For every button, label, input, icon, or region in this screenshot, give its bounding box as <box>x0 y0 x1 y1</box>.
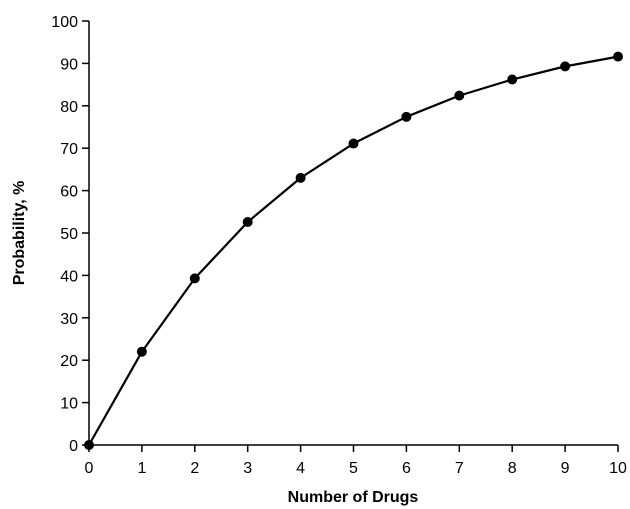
data-point <box>560 61 571 72</box>
x-tick-label: 2 <box>190 460 199 477</box>
y-tick-label: 100 <box>51 14 78 31</box>
data-point <box>507 74 518 85</box>
y-tick-label: 80 <box>60 99 78 116</box>
data-point <box>295 172 306 183</box>
data-point <box>136 346 147 357</box>
y-axis-ticks: 0 10 20 30 40 50 60 70 80 90 100 <box>51 14 89 455</box>
data-point <box>454 90 465 101</box>
data-point <box>189 273 200 284</box>
x-tick-label: 4 <box>296 460 305 477</box>
y-axis-title: Probability, % <box>11 181 28 286</box>
x-tick-label: 5 <box>349 460 358 477</box>
x-tick-label: 9 <box>561 460 570 477</box>
series-layer <box>84 51 623 450</box>
y-tick-label: 50 <box>60 226 78 243</box>
data-point <box>348 138 359 149</box>
x-axis-ticks: 0 1 2 3 4 5 6 7 8 9 10 <box>85 445 627 477</box>
x-tick-label: 6 <box>402 460 411 477</box>
series-line <box>88 55 619 446</box>
axes <box>88 21 618 446</box>
x-axis-title: Number of Drugs <box>288 489 419 506</box>
y-tick-label: 30 <box>60 311 78 328</box>
data-point <box>242 216 253 227</box>
x-tick-label: 1 <box>137 460 146 477</box>
x-tick-label: 8 <box>508 460 517 477</box>
y-tick-label: 90 <box>60 56 78 73</box>
x-tick-label: 3 <box>243 460 252 477</box>
data-point <box>613 51 623 62</box>
y-tick-label: 70 <box>60 141 78 158</box>
x-tick-label: 0 <box>85 460 94 477</box>
data-point <box>401 111 412 122</box>
data-point <box>84 440 94 450</box>
y-tick-label: 60 <box>60 184 78 201</box>
y-tick-label: 0 <box>69 438 78 455</box>
y-tick-label: 40 <box>60 268 78 285</box>
x-tick-label: 10 <box>609 460 627 477</box>
y-tick-label: 10 <box>60 396 78 413</box>
y-tick-label: 20 <box>60 353 78 370</box>
x-tick-label: 7 <box>455 460 464 477</box>
